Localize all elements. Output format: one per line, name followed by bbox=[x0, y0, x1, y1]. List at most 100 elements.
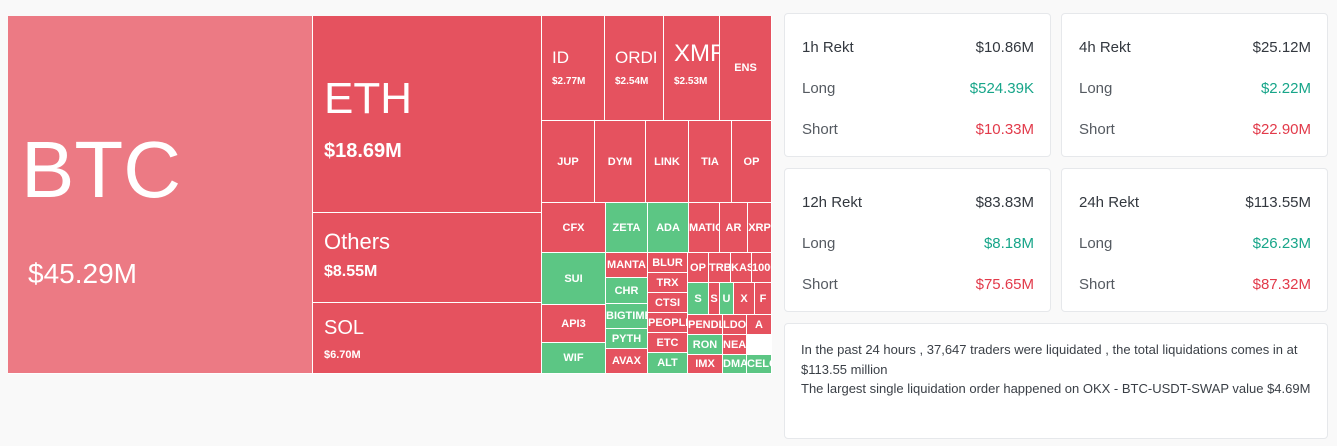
treemap-tile-s[interactable]: S bbox=[688, 283, 709, 315]
treemap-tile-op[interactable]: OP bbox=[732, 121, 772, 203]
treemap-tile-blur[interactable]: BLUR bbox=[648, 253, 688, 273]
card-title: 24h Rekt bbox=[1079, 194, 1140, 211]
treemap-tile-ctsi[interactable]: CTSI bbox=[648, 293, 688, 313]
tile-symbol: DYM bbox=[607, 155, 633, 168]
treemap-tile-xrp[interactable]: XRP bbox=[748, 203, 772, 253]
treemap-tile-imx[interactable]: IMX bbox=[688, 355, 723, 374]
treemap-tile-op[interactable]: OP bbox=[688, 253, 709, 283]
tile-symbol: API3 bbox=[561, 317, 586, 330]
treemap-tile-matic[interactable]: MATIC bbox=[689, 203, 720, 253]
short-amount: $75.65M bbox=[975, 276, 1034, 293]
tile-symbol: JUP bbox=[557, 155, 579, 168]
treemap-tile-1000[interactable]: 1000 bbox=[752, 253, 772, 283]
treemap-tile-bigtime[interactable]: BIGTIME bbox=[606, 304, 648, 329]
tile-symbol: TRB bbox=[709, 261, 731, 274]
treemap-tile-x[interactable]: X bbox=[734, 283, 755, 315]
card-title: 4h Rekt bbox=[1079, 39, 1131, 56]
tile-symbol: PEOPLE bbox=[648, 316, 687, 329]
treemap-tile-trb[interactable]: TRB bbox=[709, 253, 731, 283]
treemap-tile-manta[interactable]: MANTA bbox=[606, 253, 648, 278]
stat-card-12h: 12h Rekt $83.83M Long $8.18M Short $75.65M bbox=[784, 168, 1051, 312]
treemap-tile-avax[interactable]: AVAX bbox=[606, 349, 648, 374]
tile-symbol: IMX bbox=[695, 358, 715, 370]
tile-symbol: ZETA bbox=[612, 221, 641, 234]
tile-symbol: WIF bbox=[563, 352, 584, 364]
treemap-tile-ordi[interactable]: ORDI $2.54M bbox=[605, 16, 664, 121]
treemap-tile-ada[interactable]: ADA bbox=[648, 203, 689, 253]
tile-symbol: CELO bbox=[747, 358, 771, 370]
card-title: 12h Rekt bbox=[802, 194, 863, 211]
tile-symbol: ENS bbox=[734, 62, 757, 74]
tile-symbol: S bbox=[694, 292, 702, 305]
treemap-tile-a[interactable]: A bbox=[747, 315, 772, 335]
tile-value: $2.53M bbox=[674, 76, 708, 87]
tile-symbol: MANTA bbox=[607, 259, 646, 271]
treemap-tile-ens[interactable]: ENS bbox=[720, 16, 772, 121]
tile-symbol: TIA bbox=[701, 155, 719, 168]
treemap-tile-kas[interactable]: KAS bbox=[731, 253, 752, 283]
tile-symbol: CHR bbox=[614, 284, 639, 297]
long-label: Long bbox=[802, 235, 836, 252]
tile-symbol: AR bbox=[725, 221, 742, 234]
treemap-tile-trx[interactable]: TRX bbox=[648, 273, 688, 293]
tile-symbol: U bbox=[722, 292, 731, 305]
tile-value: $8.55M bbox=[324, 263, 378, 280]
tile-symbol: OP bbox=[690, 261, 706, 274]
treemap-tile-celo[interactable]: CELO bbox=[747, 355, 772, 374]
tile-symbol: ID bbox=[552, 48, 569, 67]
treemap-tile-others[interactable]: Others $8.55M bbox=[313, 213, 542, 303]
tile-value: $2.77M bbox=[552, 76, 586, 87]
tile-symbol: A bbox=[755, 318, 763, 331]
treemap-tile-cfx[interactable]: CFX bbox=[542, 203, 606, 253]
long-amount: $8.18M bbox=[983, 235, 1034, 252]
treemap-tile-s[interactable]: S bbox=[709, 283, 720, 315]
treemap-tile-xmr[interactable]: XMR $2.53M bbox=[664, 16, 720, 121]
summary-total-text: In the past 24 hours , 37,647 traders we… bbox=[801, 342, 1298, 377]
card-total: $10.86M bbox=[975, 39, 1034, 56]
treemap-tile-ldo[interactable]: LDO bbox=[723, 315, 747, 335]
treemap-tile-etc[interactable]: ETC bbox=[648, 333, 688, 353]
tile-symbol: 1000 bbox=[752, 261, 771, 274]
treemap-tile-sui[interactable]: SUI bbox=[542, 253, 606, 305]
short-amount: $10.33M bbox=[975, 121, 1034, 138]
treemap-tile-dmail[interactable]: DMAIL bbox=[723, 355, 747, 374]
treemap-tile-u[interactable]: U bbox=[720, 283, 734, 315]
long-amount: $26.23M bbox=[1252, 235, 1311, 252]
card-total: $25.12M bbox=[1252, 39, 1311, 56]
treemap-tile-zeta[interactable]: ZETA bbox=[606, 203, 648, 253]
tile-symbol: PYTH bbox=[611, 332, 642, 345]
treemap-tile-near[interactable]: NEAR bbox=[723, 335, 747, 355]
treemap-tile-api3[interactable]: API3 bbox=[542, 305, 606, 343]
tile-symbol: OP bbox=[743, 155, 760, 168]
treemap-tile-tia[interactable]: TIA bbox=[689, 121, 732, 203]
treemap-tile-btc[interactable]: BTC $45.29M bbox=[8, 16, 313, 374]
treemap-tile-ron[interactable]: RON bbox=[688, 335, 723, 355]
treemap-tile-wif[interactable]: WIF bbox=[542, 343, 606, 374]
tile-symbol: ADA bbox=[656, 221, 680, 234]
short-label: Short bbox=[1079, 121, 1115, 138]
short-amount: $87.32M bbox=[1252, 276, 1311, 293]
treemap-tile-pendle[interactable]: PENDLE bbox=[688, 315, 723, 335]
treemap-tile-f[interactable]: F bbox=[755, 283, 772, 315]
treemap-tile-dym[interactable]: DYM bbox=[595, 121, 646, 203]
treemap-tile-alt[interactable]: ALT bbox=[648, 353, 688, 374]
stat-card-1h: 1h Rekt $10.86M Long $524.39K Short $10.33M bbox=[784, 13, 1051, 157]
tile-symbol: ETC bbox=[656, 336, 679, 349]
tile-symbol: KAS bbox=[731, 261, 752, 274]
treemap-tile-jup[interactable]: JUP bbox=[542, 121, 595, 203]
treemap-tile-link[interactable]: LINK bbox=[646, 121, 689, 203]
tile-symbol: BIGTIME bbox=[606, 310, 648, 322]
treemap-tile-eth[interactable]: ETH $18.69M bbox=[313, 16, 542, 213]
tile-symbol: ETH bbox=[324, 74, 412, 123]
card-total: $83.83M bbox=[975, 194, 1034, 211]
treemap-tile-chr[interactable]: CHR bbox=[606, 278, 648, 304]
tile-symbol: CTSI bbox=[654, 296, 681, 309]
treemap-tile-id[interactable]: ID $2.77M bbox=[542, 16, 605, 121]
treemap-tile-pyth[interactable]: PYTH bbox=[606, 329, 648, 349]
tile-symbol: BTC bbox=[21, 125, 181, 214]
treemap-tile-people[interactable]: PEOPLE bbox=[648, 313, 688, 333]
treemap-tile-sol[interactable]: SOL $6.70M bbox=[313, 303, 542, 374]
tile-symbol: SOL bbox=[324, 317, 365, 339]
tile-symbol: DMAIL bbox=[723, 358, 746, 370]
treemap-tile-ar[interactable]: AR bbox=[720, 203, 748, 253]
